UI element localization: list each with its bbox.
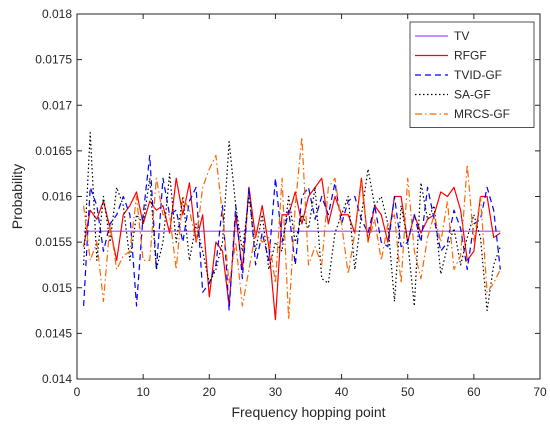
- legend-label: SA-GF: [454, 88, 491, 102]
- x-tick-label: 10: [136, 385, 150, 399]
- legend-label: TVID-GF: [454, 68, 502, 82]
- y-tick-label: 0.017: [42, 98, 72, 112]
- y-tick-label: 0.0175: [35, 53, 72, 67]
- y-axis-label: Probability: [9, 164, 25, 229]
- series-layer: [83, 132, 501, 321]
- y-tick-label: 0.0165: [35, 144, 72, 158]
- y-tick-label: 0.016: [42, 190, 72, 204]
- x-tick-label: 50: [401, 385, 415, 399]
- tick-layer: 0 10 20 30 40 50 60 70 0.014 0.0145 0.015 0.0155 0.0…: [35, 7, 547, 399]
- x-tick-label: 30: [269, 385, 283, 399]
- x-tick-label: 60: [467, 385, 481, 399]
- x-tick-label: 20: [203, 385, 217, 399]
- y-tick-label: 0.018: [42, 7, 72, 21]
- legend-label: RFGF: [454, 49, 487, 63]
- x-axis-label: Frequency hopping point: [231, 404, 385, 420]
- legend-label: MRCS-GF: [454, 107, 510, 121]
- x-tick-label: 40: [335, 385, 349, 399]
- y-tick-label: 0.014: [42, 372, 72, 386]
- y-tick-label: 0.0145: [35, 326, 72, 340]
- y-tick-label: 0.0155: [35, 235, 72, 249]
- y-tick-label: 0.015: [42, 281, 72, 295]
- legend: TV RFGF TVID-GF SA-GF MRCS-GF: [409, 21, 535, 128]
- x-tick-label: 0: [74, 385, 81, 399]
- legend-label: TV: [454, 29, 469, 43]
- x-tick-label: 70: [533, 385, 547, 399]
